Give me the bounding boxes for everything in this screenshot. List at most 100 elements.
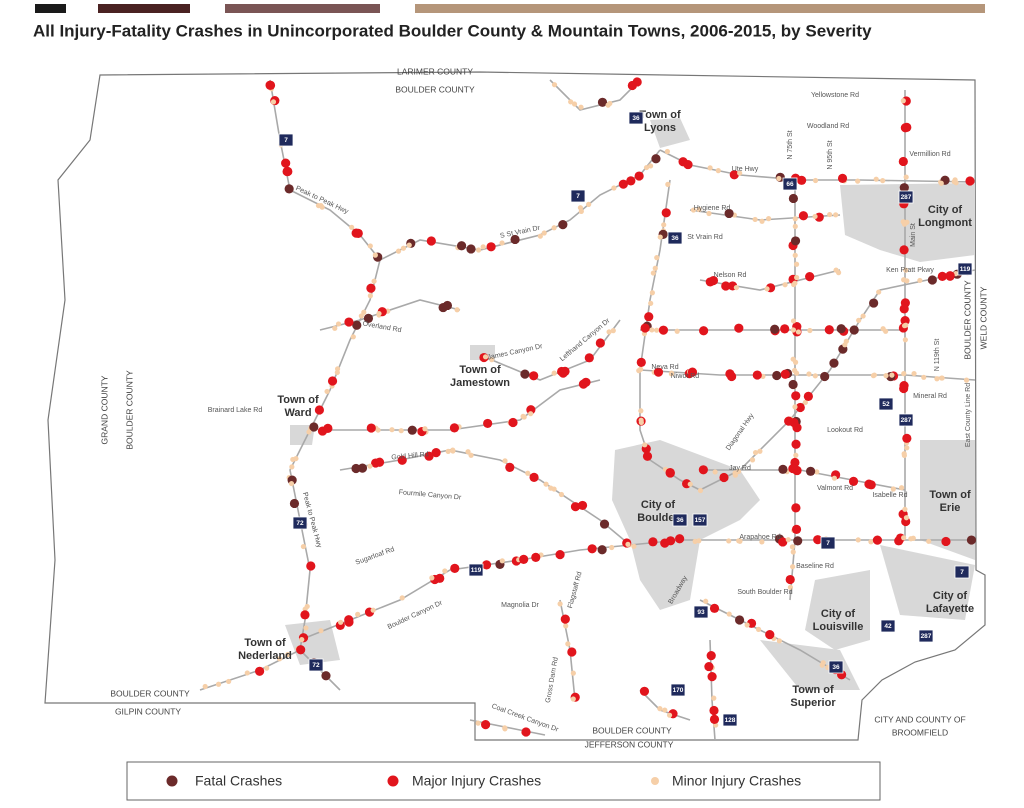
highway-shield [693, 605, 709, 619]
crash-dot [578, 379, 589, 389]
shield-label: 7 [576, 193, 580, 200]
road-label: N 119th St [934, 339, 941, 372]
crash-dot [357, 463, 368, 473]
crash-dot [812, 373, 818, 379]
crash-dot [668, 370, 675, 376]
crash-dot [759, 218, 765, 224]
crash-dot [321, 671, 331, 681]
shield-label: 119 [960, 266, 971, 273]
crash-dot [422, 426, 428, 432]
crash-dot [531, 552, 541, 562]
crash-dot [790, 327, 797, 333]
crash-dot [466, 244, 476, 254]
crash-dot [709, 705, 719, 716]
crash-dot [873, 176, 879, 182]
crash-dot [883, 373, 889, 379]
highway-shield [672, 513, 688, 527]
crash-dot [814, 469, 820, 475]
crash-dot [521, 414, 527, 420]
crash-dot [548, 485, 554, 491]
crash-dot [499, 558, 505, 564]
header-bar [98, 4, 190, 13]
crash-dot [721, 281, 731, 291]
crash-dot [481, 720, 491, 730]
crash-dot [788, 463, 798, 474]
place-label: Town of [792, 684, 834, 696]
crash-dot [625, 541, 631, 547]
crash-dot [634, 171, 644, 181]
crash-dot [938, 180, 944, 186]
crash-dot [889, 372, 895, 378]
crash-dot [704, 661, 714, 672]
crash-dot [791, 524, 802, 535]
crash-dot [537, 233, 543, 239]
crash-dot [900, 123, 910, 133]
crash-dot [529, 472, 539, 482]
crash-dot [921, 374, 927, 380]
crash-dot [264, 665, 270, 671]
crash-dot [577, 500, 588, 511]
crash-dot [812, 213, 818, 220]
crash-dot [344, 615, 354, 625]
crash-dot [707, 671, 717, 682]
crash-dot [780, 369, 790, 379]
crash-dot [791, 503, 801, 513]
place-label: Town of [639, 109, 681, 121]
crash-dot [789, 544, 796, 550]
crash-dot [789, 417, 799, 428]
crash-dot [665, 467, 675, 478]
crash-dot [780, 324, 790, 334]
crash-dot [371, 278, 377, 284]
highway-shield [722, 713, 738, 727]
crash-dot [304, 603, 310, 610]
road-label: St Vrain Rd [687, 234, 723, 241]
place-label: City of [641, 499, 676, 511]
crash-dot [963, 377, 970, 383]
crash-dot [610, 328, 616, 334]
crash-dot [654, 255, 660, 261]
crash-dot [709, 714, 720, 724]
crash-dot [757, 448, 763, 454]
boundary-label: BOULDER COUNTY [592, 725, 672, 735]
crash-dot [690, 207, 697, 213]
crash-dot [276, 656, 283, 662]
crash-dot [687, 481, 693, 487]
crash-dot [802, 399, 808, 406]
highway-shield [570, 189, 586, 203]
crash-dot [778, 464, 788, 474]
crash-dot [502, 726, 508, 732]
legend-box [126, 761, 881, 801]
crash-dot [627, 80, 637, 91]
crash-dot [284, 184, 294, 194]
crash-dot [650, 270, 656, 276]
crash-dot [584, 353, 594, 363]
crash-dot [445, 448, 451, 454]
crash-dot [344, 317, 354, 327]
crash-dot [820, 371, 830, 382]
crash-dot [752, 216, 758, 223]
crash-dot [324, 388, 330, 395]
crash-dot [917, 277, 923, 284]
crash-dot [966, 535, 977, 545]
crash-dot [824, 325, 834, 335]
place-label: City of [928, 204, 963, 216]
boundary-label: GRAND COUNTY [99, 375, 109, 444]
place-label: Louisville [813, 621, 864, 633]
boundary-label: JEFFERSON COUNTY [585, 739, 674, 749]
road-label: Ken Pratt Pkwy [886, 267, 934, 274]
crash-dot [499, 240, 505, 246]
boundary-label: GILPIN COUNTY [115, 706, 181, 716]
crash-dot [787, 584, 794, 590]
crash-dot [642, 442, 648, 448]
crash-dot [355, 611, 361, 617]
crash-dot [285, 651, 291, 658]
highway-shield [782, 177, 798, 191]
crash-dot [813, 535, 823, 545]
crash-dot [293, 455, 299, 462]
crash-dot [776, 638, 782, 644]
crash-dot [941, 536, 951, 547]
crash-dot [855, 178, 861, 184]
road-label: Ute Hwy [732, 166, 759, 173]
boundary-label: BOULDER COUNTY [395, 84, 475, 94]
crash-dot [965, 176, 975, 186]
